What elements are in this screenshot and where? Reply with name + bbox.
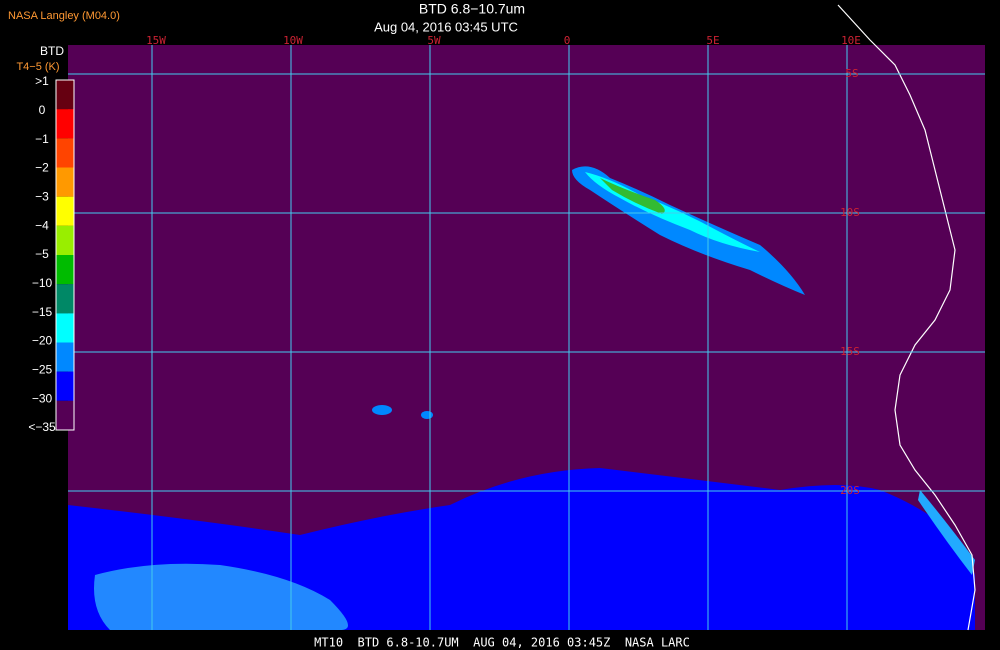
colorbar-label: −30 (32, 391, 53, 405)
colorbar-swatch (56, 109, 74, 139)
colorbar-label: −4 (35, 218, 49, 232)
colorbar-title: BTD (40, 44, 64, 58)
latitude-label: 20S (840, 484, 860, 497)
source-label: NASA Langley (M04.0) (8, 10, 120, 22)
colorbar-frame (55, 79, 75, 431)
cloud-features (68, 166, 975, 630)
colorbar-subtitle: T4−5 (K) (16, 61, 59, 73)
colorbar-label: −20 (32, 334, 53, 348)
colorbar-swatch (56, 138, 74, 168)
colorbar-label: >1 (35, 74, 49, 88)
colorbar-swatch (56, 400, 74, 430)
colorbar-label: −10 (32, 276, 53, 290)
colorbar-label: −25 (32, 363, 53, 377)
footer: MT10 BTD 6.8-10.7UM AUG 04, 2016 03:45Z … (314, 636, 690, 650)
longitude-label: 5W (427, 34, 441, 47)
colorbar-swatch (56, 225, 74, 255)
longitude-label: 10E (841, 34, 861, 47)
colorbar: >1 0 −1 −2 −3 −4 −5 −10 −15 −20 −25 −30 <−35 (28, 74, 75, 434)
colorbar-label: −15 (32, 305, 53, 319)
colorbar-swatch (56, 342, 74, 372)
colorbar-swatch (56, 80, 74, 110)
colorbar-swatch (56, 313, 74, 343)
longitude-label: 0 (564, 34, 571, 47)
colorbar-label: <−35 (28, 420, 56, 434)
longitude-label: 5E (706, 34, 719, 47)
colorbar-swatch (56, 167, 74, 197)
colorbar-swatch (56, 255, 74, 285)
colorbar-swatch (56, 284, 74, 314)
longitude-label: 15W (146, 34, 166, 47)
longitude-label: 10W (283, 34, 303, 47)
coastline (837, 4, 976, 631)
colorbar-label: −3 (35, 190, 49, 204)
colorbar-swatch (56, 371, 74, 401)
colorbar-label: −1 (35, 132, 49, 146)
colorbar-label: 0 (39, 103, 46, 117)
colorbar-label: −5 (35, 247, 49, 261)
subtitle: Aug 04, 2016 03:45 UTC (374, 19, 518, 34)
latitude-label: 15S (840, 345, 860, 358)
latitude-label: 10S (840, 206, 860, 219)
latitude-label: 5S (845, 67, 858, 80)
colorbar-swatch (56, 196, 74, 226)
colorbar-label: −2 (35, 161, 49, 175)
title: BTD 6.8−10.7um (419, 1, 525, 17)
graticule (68, 45, 985, 630)
